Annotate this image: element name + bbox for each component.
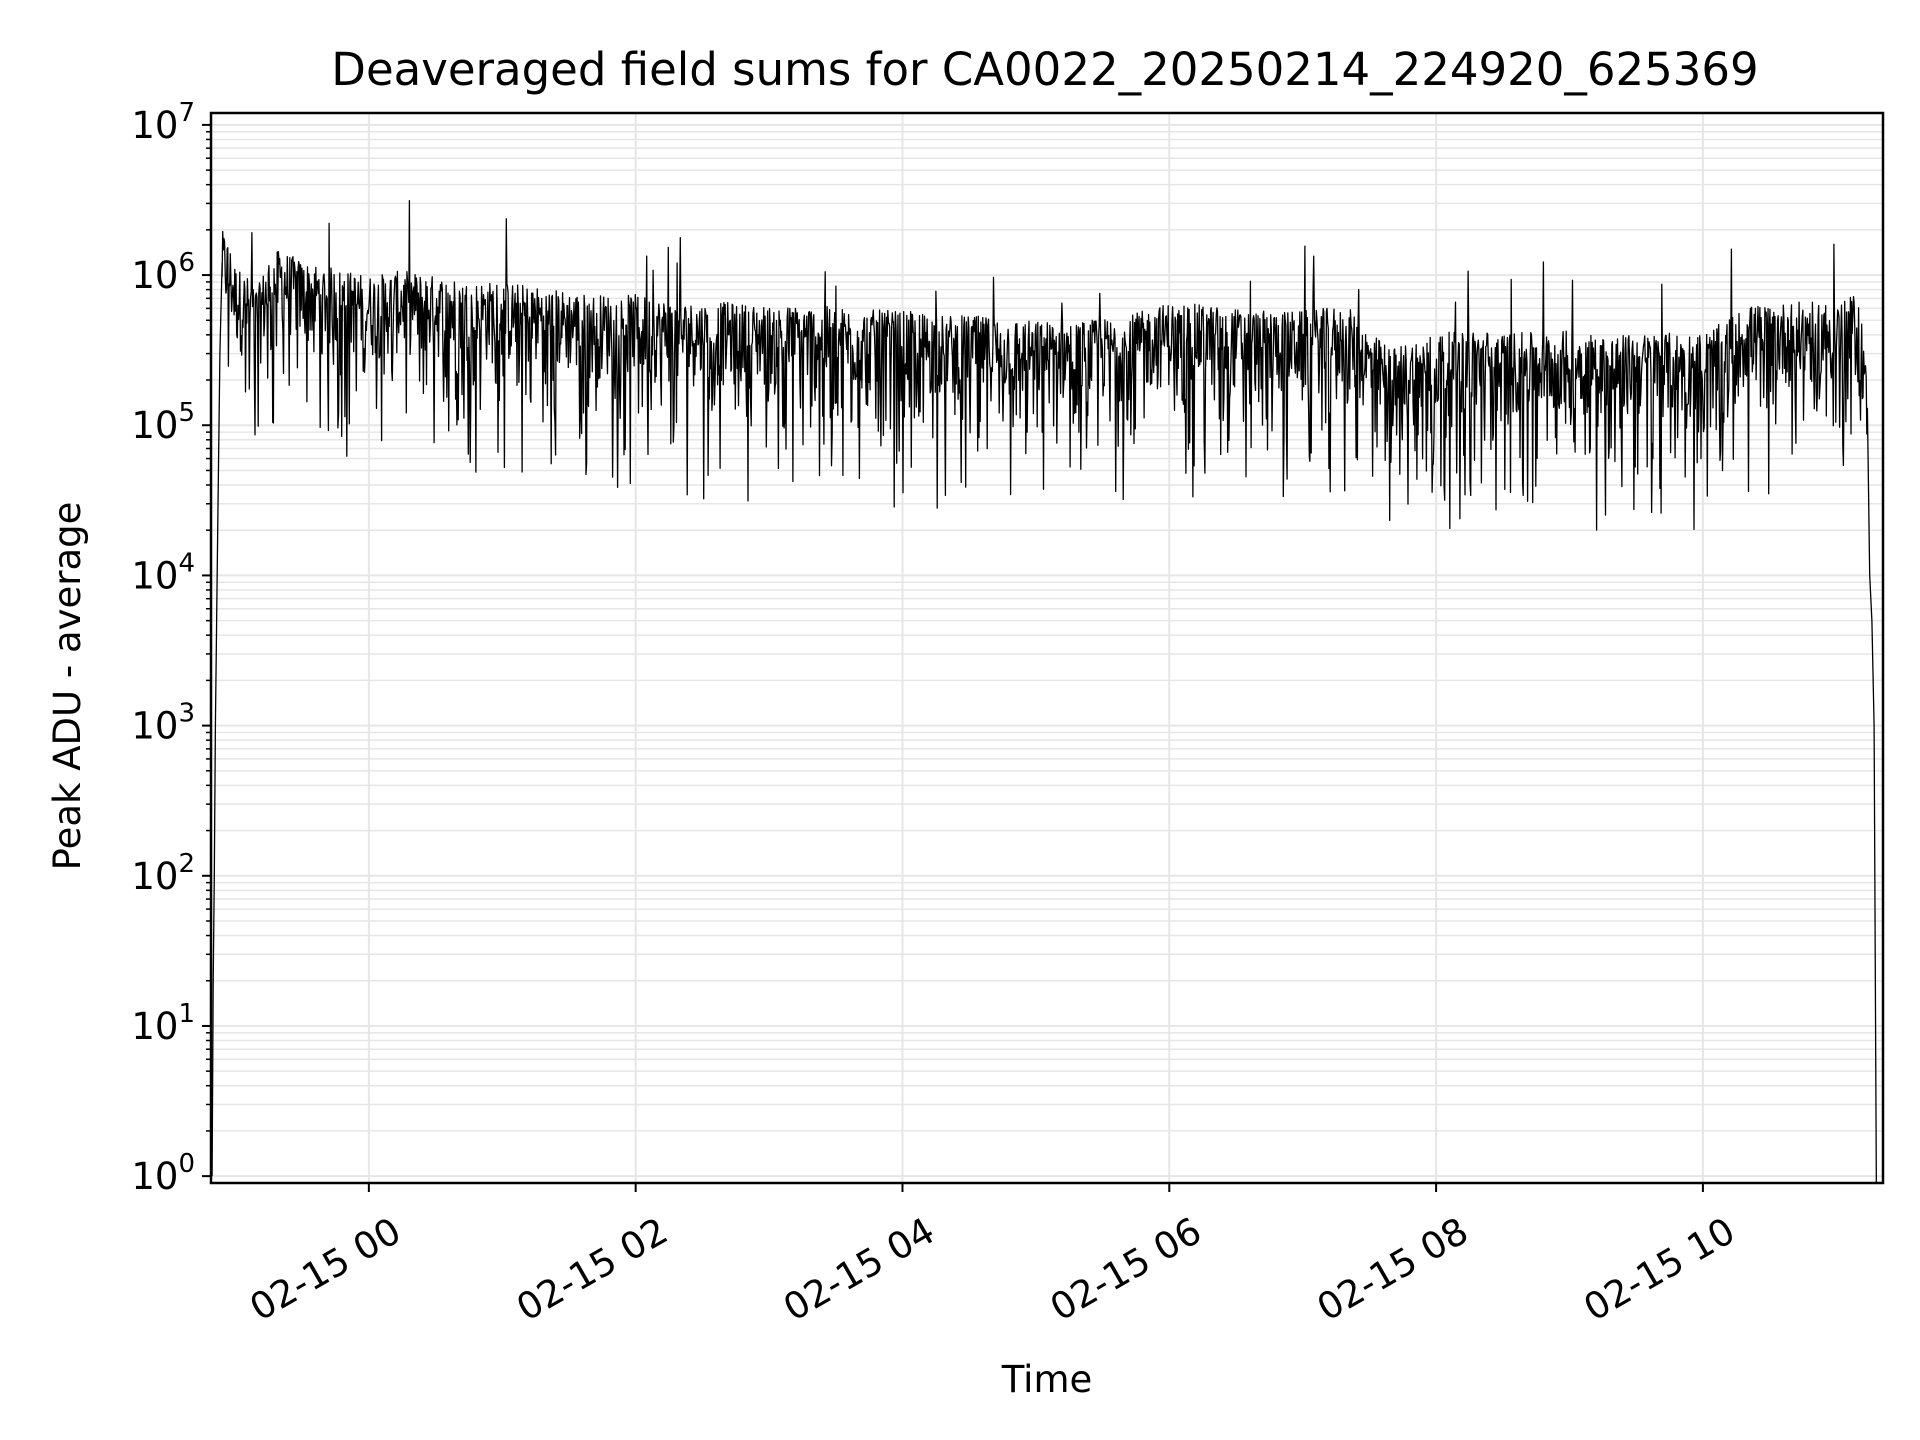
chart-title: Deaveraged field sums for CA0022_2025021… <box>331 43 1758 96</box>
y-tick-label: 104 <box>131 548 195 597</box>
series-line <box>211 200 1877 1183</box>
x-tick-label: 02-15 10 <box>1577 1209 1743 1329</box>
y-tick-label: 101 <box>131 999 195 1048</box>
x-tick-label: 02-15 04 <box>776 1209 942 1329</box>
x-axis-label: Time <box>1001 1358 1093 1401</box>
x-tick-label: 02-15 06 <box>1043 1209 1209 1329</box>
y-tick-label: 106 <box>131 248 195 297</box>
x-tick-label: 02-15 00 <box>243 1209 409 1329</box>
x-tick-label: 02-15 08 <box>1310 1209 1476 1329</box>
plot-frame <box>209 111 1885 1185</box>
x-tick-label: 02-15 02 <box>509 1209 675 1329</box>
y-tick-label: 107 <box>131 98 195 147</box>
y-axis-label: Peak ADU - average <box>46 502 89 871</box>
series-layer <box>211 200 1877 1183</box>
y-tick-label: 105 <box>131 398 195 447</box>
y-tick-label: 100 <box>131 1149 195 1198</box>
y-tick-label: 102 <box>131 849 195 898</box>
y-tick-label: 103 <box>131 699 195 748</box>
grid <box>211 113 1883 1183</box>
